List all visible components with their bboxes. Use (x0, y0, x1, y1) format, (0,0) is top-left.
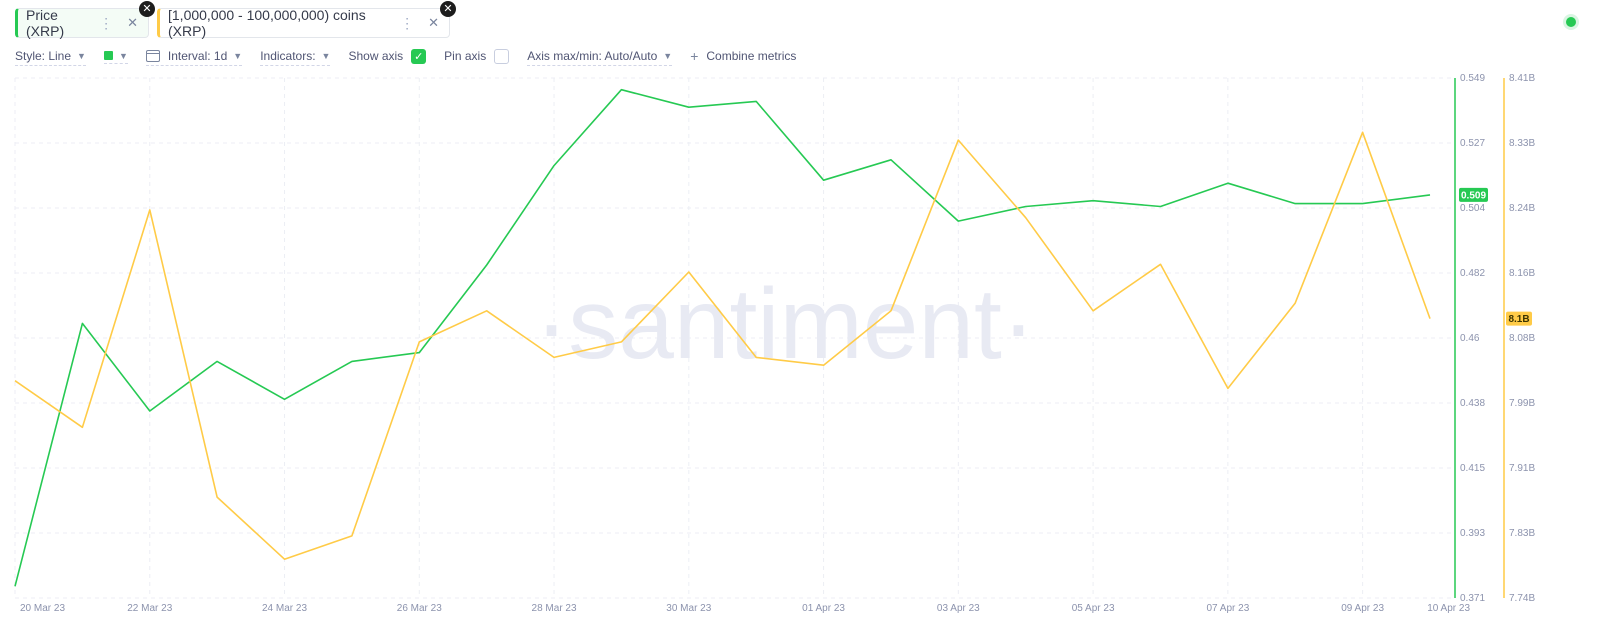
x-tick-label: 07 Apr 23 (1206, 603, 1249, 614)
remove-metric-icon[interactable]: ✕ (440, 1, 456, 17)
y-left-tick-label: 0.393 (1460, 528, 1485, 539)
last-value-flag (1506, 311, 1532, 326)
last-value-label-coins: 8.1B (1508, 314, 1529, 325)
y-left-tick-label: 0.527 (1460, 138, 1485, 149)
x-tick-label: 01 Apr 23 (802, 603, 845, 614)
y-right-tick-label: 8.16B (1509, 268, 1535, 279)
metric-tab-price[interactable]: Price (XRP) ⋮ ✕ (15, 7, 149, 39)
chart-axes (1454, 78, 1505, 598)
live-status-dot (1566, 17, 1576, 27)
y-right-tick-label: 7.91B (1509, 463, 1535, 474)
x-tick-label: 20 Mar 23 (20, 603, 65, 614)
close-icon[interactable]: ✕ (127, 15, 138, 30)
style-label: Style: Line (15, 48, 72, 63)
show-axis-toggle[interactable]: Show axis ✓ (348, 48, 427, 66)
santiment-watermark: ·santiment· (535, 268, 1035, 380)
indicators-label: Indicators: (260, 48, 316, 63)
chevron-down-icon: ▼ (77, 50, 86, 61)
calendar-icon (145, 49, 160, 62)
chart-grid (14, 77, 1452, 599)
y-left-tick-label: 0.371 (1460, 593, 1485, 604)
y-right-tick-label: 8.41B (1509, 73, 1535, 84)
x-tick-label: 05 Apr 23 (1072, 603, 1115, 614)
y-left-tick-label: 0.415 (1460, 463, 1485, 474)
more-vertical-icon[interactable]: ⋮ (400, 14, 415, 31)
pin-axis-toggle[interactable]: Pin axis (444, 48, 510, 66)
x-tick-label: 10 Apr 23 (1427, 603, 1470, 614)
pin-axis-checkbox[interactable] (494, 48, 510, 64)
more-vertical-icon[interactable]: ⋮ (99, 14, 114, 31)
y-right-tick-label: 8.33B (1509, 138, 1535, 149)
metric-tab-label: Price (XRP) (26, 7, 65, 39)
pin-axis-label: Pin axis (444, 49, 487, 63)
x-tick-label: 26 Mar 23 (397, 603, 442, 614)
y-left-tick-label: 0.46 (1460, 333, 1480, 344)
interval-dropdown[interactable]: Interval: 1d ▼ (145, 48, 243, 66)
chevron-down-icon: ▼ (118, 50, 128, 61)
axis-maxmin-dropdown[interactable]: Axis max/min: Auto/Auto ▼ (527, 48, 673, 66)
chart-labels: 0.549 0.527 0.504 0.482 0.46 0.438 0.415 0.393 0… (20, 73, 1535, 614)
combine-metrics-button[interactable]: + Combine metrics (690, 48, 796, 66)
interval-label: Interval: 1d (167, 48, 228, 63)
color-swatch (103, 51, 113, 60)
series-line-coins (14, 131, 1431, 561)
x-tick-label: 09 Apr 23 (1341, 603, 1384, 614)
chevron-down-icon: ▼ (663, 50, 673, 61)
chart-toolbar: Style: Line ▼ ▼ Interval: 1d ▼ Indicator… (15, 46, 1600, 68)
y-left-tick-label: 0.504 (1460, 203, 1485, 214)
y-right-tick-label: 8.24B (1509, 203, 1535, 214)
style-dropdown[interactable]: Style: Line ▼ (15, 49, 86, 66)
chart-lines (14, 88, 1431, 587)
y-left-tick-label: 0.438 (1460, 398, 1485, 409)
last-value-flag (1459, 187, 1488, 202)
last-value-label-price: 0.509 (1461, 190, 1486, 201)
y-left-tick-label: 0.482 (1460, 268, 1485, 279)
x-tick-label: 28 Mar 23 (532, 603, 577, 614)
show-axis-label: Show axis (348, 49, 404, 63)
chevron-down-icon: ▼ (321, 50, 331, 61)
close-icon[interactable]: ✕ (428, 15, 439, 30)
color-picker[interactable]: ▼ (103, 50, 128, 64)
x-tick-label: 22 Mar 23 (127, 603, 172, 614)
series-line-price (14, 88, 1431, 587)
x-tick-label: 24 Mar 23 (262, 603, 307, 614)
metric-tab-label: [1,000,000 - 100,000,000) coins (XRP) (168, 7, 366, 39)
indicators-dropdown[interactable]: Indicators: ▼ (260, 48, 331, 66)
x-tick-label: 03 Apr 23 (937, 603, 980, 614)
combine-metrics-label: Combine metrics (706, 49, 797, 63)
y-right-tick-label: 7.83B (1509, 528, 1535, 539)
y-left-tick-label: 0.549 (1460, 73, 1485, 84)
metric-tab-coins[interactable]: [1,000,000 - 100,000,000) coins (XRP) ⋮ … (157, 7, 450, 39)
check-icon[interactable]: ✓ (411, 48, 427, 64)
x-tick-label: 30 Mar 23 (666, 603, 711, 614)
chevron-down-icon: ▼ (233, 50, 243, 61)
axis-maxmin-label: Axis max/min: Auto/Auto (527, 48, 658, 63)
remove-metric-icon[interactable]: ✕ (139, 1, 155, 17)
y-right-tick-label: 8.08B (1509, 333, 1535, 344)
y-right-tick-label: 7.74B (1509, 593, 1535, 604)
plus-icon: + (690, 48, 699, 64)
y-right-tick-label: 7.99B (1509, 398, 1535, 409)
